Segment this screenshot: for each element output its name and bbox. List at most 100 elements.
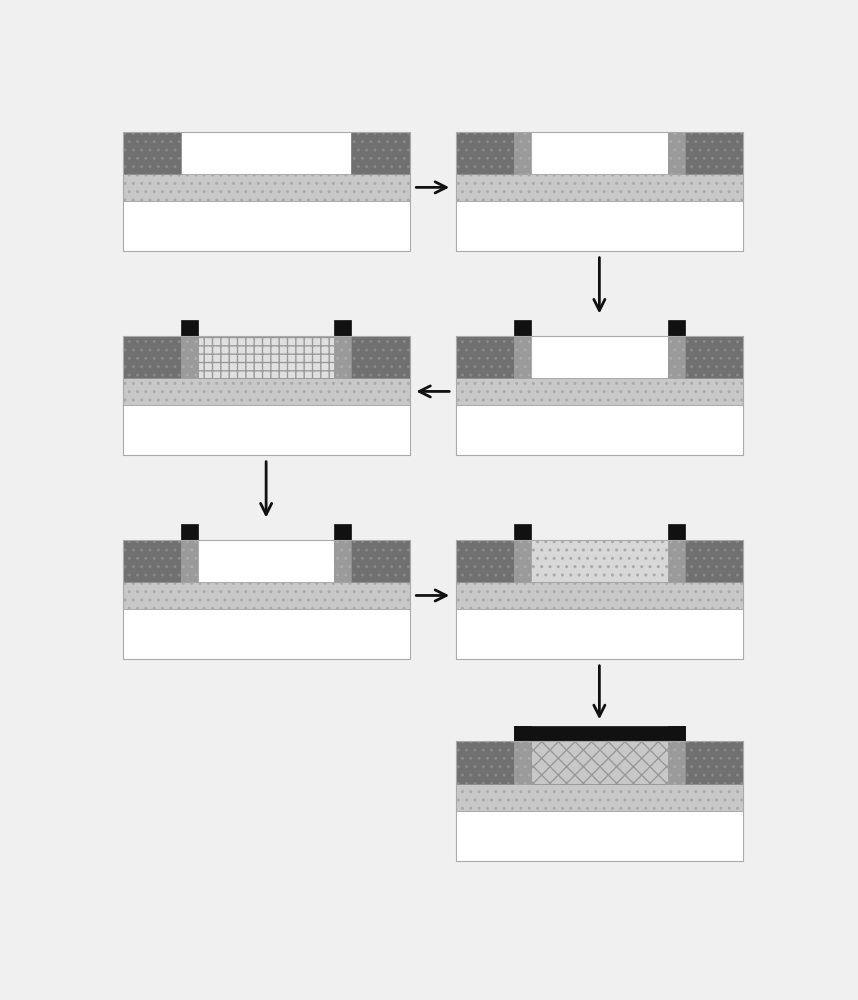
- Bar: [123, 132, 181, 174]
- Bar: [335, 320, 352, 336]
- Bar: [352, 540, 409, 582]
- Bar: [685, 132, 743, 174]
- Bar: [685, 741, 743, 784]
- Bar: [456, 132, 514, 174]
- Bar: [123, 336, 181, 378]
- Bar: [123, 582, 409, 609]
- Bar: [514, 540, 531, 582]
- Bar: [181, 132, 352, 174]
- Bar: [685, 132, 743, 174]
- Bar: [531, 741, 668, 784]
- Bar: [514, 320, 531, 336]
- Bar: [531, 741, 668, 784]
- Bar: [456, 609, 743, 659]
- Bar: [456, 741, 514, 784]
- Bar: [668, 132, 685, 174]
- Bar: [531, 540, 668, 582]
- Bar: [181, 336, 198, 378]
- Bar: [514, 336, 531, 378]
- Bar: [668, 540, 685, 582]
- Bar: [456, 378, 743, 405]
- Bar: [456, 405, 743, 455]
- Bar: [668, 320, 685, 336]
- Bar: [123, 405, 409, 455]
- Bar: [456, 784, 743, 811]
- Bar: [335, 336, 352, 378]
- Bar: [198, 336, 335, 378]
- Bar: [456, 336, 514, 378]
- Bar: [181, 320, 198, 336]
- Bar: [123, 174, 409, 201]
- Bar: [514, 524, 531, 540]
- Bar: [456, 201, 743, 251]
- Bar: [335, 524, 352, 540]
- Bar: [685, 540, 743, 582]
- Bar: [685, 741, 743, 784]
- Bar: [198, 540, 335, 582]
- Bar: [668, 132, 685, 174]
- Bar: [514, 540, 531, 582]
- Bar: [352, 336, 409, 378]
- Bar: [123, 201, 409, 251]
- Bar: [456, 174, 743, 201]
- Bar: [456, 174, 743, 201]
- Bar: [668, 741, 685, 784]
- Bar: [123, 336, 181, 378]
- Bar: [685, 336, 743, 378]
- Bar: [123, 540, 181, 582]
- Bar: [181, 524, 198, 540]
- Bar: [668, 540, 685, 582]
- Bar: [335, 540, 352, 582]
- Bar: [514, 132, 531, 174]
- Bar: [456, 811, 743, 861]
- Bar: [123, 540, 181, 582]
- Bar: [531, 336, 668, 378]
- Bar: [335, 336, 352, 378]
- Bar: [352, 336, 409, 378]
- Bar: [531, 540, 668, 582]
- Bar: [514, 741, 531, 784]
- Bar: [514, 336, 531, 378]
- Bar: [668, 726, 685, 741]
- Bar: [456, 582, 743, 609]
- Bar: [352, 132, 409, 174]
- Bar: [456, 741, 514, 784]
- Bar: [514, 741, 531, 784]
- Bar: [456, 132, 743, 251]
- Bar: [456, 378, 743, 405]
- Bar: [668, 336, 685, 378]
- Bar: [456, 336, 743, 455]
- Bar: [123, 336, 409, 455]
- Bar: [123, 540, 409, 659]
- Bar: [123, 132, 181, 174]
- Bar: [668, 524, 685, 540]
- Bar: [456, 540, 743, 659]
- Bar: [335, 540, 352, 582]
- Bar: [456, 540, 514, 582]
- Bar: [123, 378, 409, 405]
- Bar: [352, 132, 409, 174]
- Bar: [352, 540, 409, 582]
- Bar: [123, 132, 409, 251]
- Bar: [123, 174, 409, 201]
- Bar: [181, 540, 198, 582]
- Bar: [531, 132, 668, 174]
- Bar: [685, 540, 743, 582]
- Bar: [668, 741, 685, 784]
- Bar: [514, 726, 531, 741]
- Bar: [456, 132, 514, 174]
- Bar: [123, 609, 409, 659]
- Bar: [181, 336, 198, 378]
- Bar: [181, 540, 198, 582]
- Bar: [456, 741, 743, 861]
- Bar: [514, 726, 685, 741]
- Bar: [456, 784, 743, 811]
- Bar: [123, 378, 409, 405]
- Bar: [514, 132, 531, 174]
- Bar: [456, 582, 743, 609]
- Bar: [123, 582, 409, 609]
- Bar: [685, 336, 743, 378]
- Bar: [456, 336, 514, 378]
- Bar: [668, 336, 685, 378]
- Bar: [456, 540, 514, 582]
